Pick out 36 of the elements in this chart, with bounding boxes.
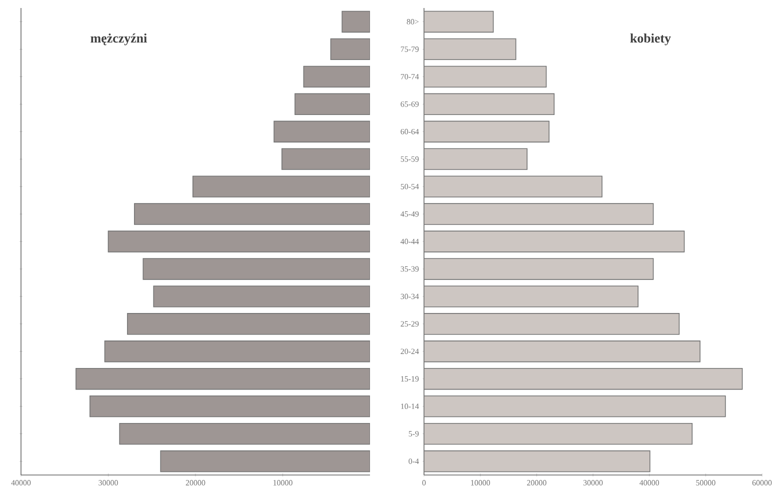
text: mężczyźni [90, 33, 147, 46]
bar [153, 286, 370, 308]
bar [424, 395, 726, 418]
bar [424, 286, 638, 308]
bar [424, 313, 680, 335]
bar [330, 38, 370, 60]
bar [424, 230, 685, 252]
bar [424, 258, 654, 280]
bar [160, 450, 370, 472]
bar [274, 120, 370, 142]
bar [424, 66, 547, 88]
bar [76, 368, 370, 390]
bar [281, 148, 370, 170]
bar [424, 120, 550, 142]
bar [142, 258, 370, 280]
bar [134, 203, 370, 225]
bar [108, 230, 370, 252]
bar [303, 66, 370, 88]
bar [424, 422, 693, 445]
bar [192, 176, 370, 198]
bar [424, 450, 650, 472]
text: kobiety [630, 33, 671, 46]
bar [424, 10, 494, 33]
bar [90, 395, 370, 418]
bar [127, 313, 370, 335]
bar [424, 148, 528, 170]
bar [342, 10, 370, 33]
bar [119, 422, 370, 445]
bar [424, 38, 516, 60]
bar [104, 340, 370, 362]
bar [294, 93, 370, 115]
bar [424, 93, 555, 115]
bar [424, 340, 700, 362]
bar [424, 176, 602, 198]
bar [424, 368, 743, 390]
bar [424, 203, 654, 225]
